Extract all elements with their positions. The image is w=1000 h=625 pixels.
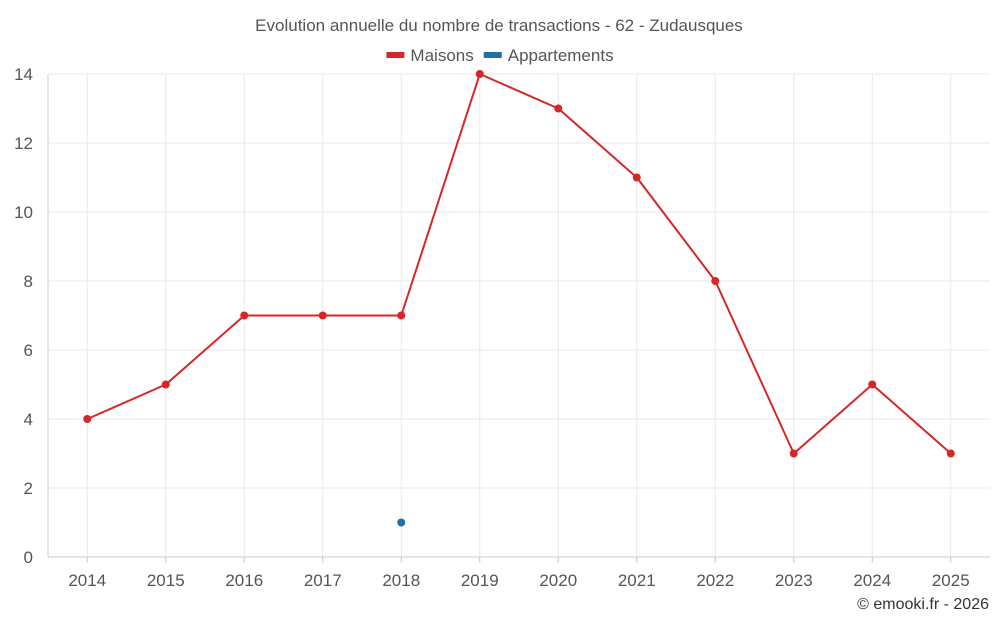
y-tick-label: 0 bbox=[24, 548, 33, 567]
y-tick-label: 4 bbox=[24, 410, 33, 429]
x-tick-label: 2017 bbox=[304, 571, 342, 590]
data-point-maisons bbox=[240, 311, 249, 320]
data-point-maisons bbox=[868, 380, 877, 389]
data-point-maisons bbox=[946, 449, 955, 458]
y-axis-ticks: 0 2 4 6 8 10 12 14 bbox=[14, 65, 33, 567]
y-tick-label: 2 bbox=[24, 479, 33, 498]
axes bbox=[47, 74, 990, 558]
y-tick-label: 10 bbox=[14, 203, 33, 222]
y-tick-label: 8 bbox=[24, 272, 33, 291]
data-point-maisons bbox=[83, 415, 92, 423]
series-maisons bbox=[83, 70, 955, 458]
data-point-maisons bbox=[632, 173, 641, 182]
credit-text: © emooki.fr - 2026 bbox=[857, 596, 989, 613]
x-tick-label: 2024 bbox=[853, 571, 891, 590]
legend: Maisons Appartements bbox=[386, 46, 614, 65]
y-tick-label: 12 bbox=[14, 134, 33, 153]
x-tick-label: 2020 bbox=[539, 571, 577, 590]
data-point-maisons bbox=[554, 104, 563, 113]
x-tick-label: 2019 bbox=[461, 571, 499, 590]
data-point-maisons bbox=[161, 380, 170, 389]
y-tick-label: 6 bbox=[24, 341, 33, 360]
legend-swatch bbox=[483, 52, 502, 58]
data-point-maisons bbox=[318, 311, 327, 320]
data-point-maisons bbox=[789, 449, 798, 458]
x-tick-label: 2015 bbox=[147, 571, 185, 590]
x-tick-label: 2025 bbox=[932, 571, 970, 590]
chart-title: Evolution annuelle du nombre de transact… bbox=[255, 16, 743, 35]
legend-item-maisons: Maisons bbox=[386, 46, 474, 65]
x-tick-label: 2023 bbox=[775, 571, 813, 590]
data-point-maisons bbox=[475, 70, 484, 78]
x-axis-ticks: 2014 2015 2016 2017 2018 2019 2020 2021 2022 2023… bbox=[68, 557, 970, 590]
x-tick-label: 2016 bbox=[225, 571, 263, 590]
x-tick-label: 2014 bbox=[68, 571, 106, 590]
legend-label: Appartements bbox=[508, 46, 614, 65]
data-point-maisons bbox=[711, 277, 720, 285]
y-tick-label: 14 bbox=[14, 65, 33, 84]
data-point-appartements bbox=[397, 518, 406, 527]
legend-label: Maisons bbox=[410, 46, 473, 65]
legend-item-appartements: Appartements bbox=[483, 46, 614, 65]
x-tick-label: 2018 bbox=[382, 571, 420, 590]
legend-swatch bbox=[386, 52, 405, 58]
x-tick-label: 2021 bbox=[618, 571, 656, 590]
series-appartements bbox=[397, 518, 406, 527]
data-point-maisons bbox=[397, 311, 406, 320]
x-tick-label: 2022 bbox=[696, 571, 734, 590]
series-line-maisons bbox=[86, 73, 952, 455]
series-layer bbox=[83, 70, 955, 527]
gridlines bbox=[48, 73, 990, 557]
